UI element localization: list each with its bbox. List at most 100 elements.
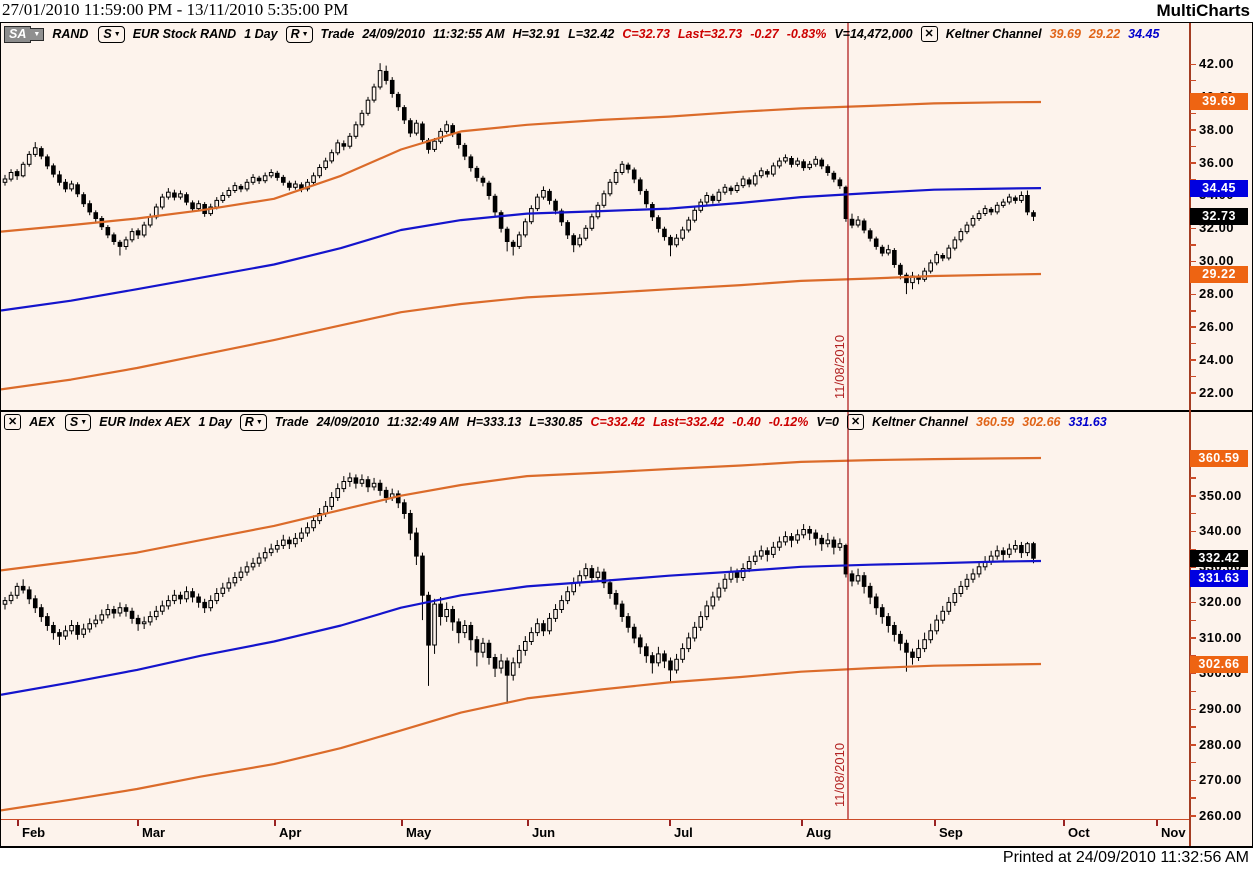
resolution-dropdown-button[interactable]: R ▼ (239, 413, 267, 431)
last-value: Last=332.42 (653, 415, 725, 429)
indicator-close-button[interactable]: ✕ (920, 26, 938, 42)
price-axis-label: 320.00 (1199, 594, 1242, 610)
price-axis-tick (1190, 530, 1196, 533)
price-axis-tick (1190, 359, 1196, 361)
month-label: Feb (22, 825, 46, 840)
price-axis-label: 260.00 (1199, 807, 1242, 823)
symbol-description: EUR Stock RAND (132, 27, 237, 41)
percent-change: -0.12% (768, 415, 809, 429)
time-axis[interactable]: Feb Mar Apr May Jun Jul Aug Sep Oct Nov (1, 819, 1189, 847)
symbol-window-badge[interactable]: SA (4, 25, 32, 43)
last-value: Last=32.73 (677, 27, 743, 41)
price-axis-minor-tick (1190, 145, 1196, 148)
price-badge: 332.42 (1190, 549, 1248, 567)
price-axis-tick (1190, 815, 1196, 817)
month-label: Sep (939, 825, 963, 840)
keltner-upper-value: 39.69 (1049, 27, 1081, 41)
month-tick (527, 820, 529, 826)
last-bar-time: 11:32:55 AM (432, 27, 505, 41)
price-axis-label: 350.00 (1199, 487, 1242, 503)
pane-divider[interactable] (1, 410, 1253, 412)
keltner-lower-value: 29.22 (1088, 27, 1121, 41)
keltner-middle-value: 331.63 (1068, 415, 1107, 429)
keltner-middle-line (1, 559, 1042, 696)
symbol-dropdown-button[interactable]: S ▼ (64, 413, 92, 431)
price-axis-tick (1190, 708, 1196, 711)
price-axis-tick (1190, 779, 1196, 782)
dropdown-arrow-icon: ▼ (301, 30, 309, 38)
price-axis-separator (1189, 23, 1191, 847)
month-label: May (406, 825, 432, 840)
price-axis-tick (1190, 63, 1196, 65)
month-tick (1063, 820, 1065, 826)
price-axis-minor-tick (1190, 342, 1196, 345)
month-tick (1156, 820, 1158, 826)
printed-at-label: Printed at 24/09/2010 11:32:56 AM (1002, 849, 1249, 866)
price-axis-minor-tick (1190, 178, 1196, 181)
price-axis-label: 22.00 (1199, 384, 1235, 400)
price-axis-minor-tick (1190, 548, 1196, 551)
price-axis[interactable]: 42.0040.0038.0036.0034.0032.0030.0028.00… (1189, 23, 1253, 847)
pane1-status-row: SA ▼ RAND S ▼ EUR Stock RAND 1 Day R ▼ Trade 24/09… (4, 25, 1159, 43)
symbol-name: RAND (52, 27, 89, 41)
price-badge: 302.66 (1190, 655, 1248, 673)
price-axis-tick (1190, 495, 1196, 497)
price-axis-minor-tick (1190, 375, 1196, 378)
symbol-description: EUR Index AEX (99, 415, 191, 429)
month-tick (669, 820, 671, 826)
price-axis-minor-tick (1190, 726, 1196, 728)
keltner-lower-line (1, 272, 1042, 391)
price-axis-minor-tick (1190, 690, 1196, 693)
price-badge: 39.69 (1190, 93, 1248, 111)
price-badge: 29.22 (1190, 265, 1248, 283)
price-badge: 32.73 (1190, 207, 1248, 225)
series-type-label: Trade (320, 27, 355, 41)
price-axis-minor-tick (1190, 310, 1196, 312)
series-type-label: Trade (274, 415, 309, 429)
month-tick (934, 820, 936, 826)
keltner-lower-value: 302.66 (1022, 415, 1061, 429)
resolution-dropdown-button[interactable]: R ▼ (285, 25, 313, 43)
price-axis-minor-tick (1190, 244, 1196, 246)
price-axis-tick (1190, 129, 1196, 131)
low-value: L=330.85 (529, 415, 583, 429)
indicator-close-button[interactable]: ✕ (846, 414, 865, 430)
symbol-window-dropdown[interactable]: ▼ (30, 27, 45, 41)
month-label: Jun (532, 825, 556, 840)
pane-svg-1[interactable]: 11/08/2010 (1, 23, 1189, 411)
footer-divider (0, 846, 1253, 848)
price-axis-label: 340.00 (1199, 523, 1242, 539)
price-axis-tick (1190, 566, 1196, 568)
price-axis-label: 270.00 (1199, 772, 1242, 788)
price-badge: 34.45 (1190, 179, 1248, 197)
keltner-lower-line (1, 662, 1042, 812)
month-tick (17, 820, 19, 826)
price-badge: 360.59 (1190, 449, 1248, 467)
price-axis-label: 26.00 (1199, 318, 1235, 334)
pane-svg-2[interactable]: 11/08/2010 (1, 411, 1189, 819)
symbol-dropdown-button[interactable]: S ▼ (98, 25, 125, 43)
month-label: Jul (674, 825, 693, 840)
net-change: -0.40 (732, 415, 761, 429)
month-tick (137, 820, 139, 826)
price-axis-label: 290.00 (1199, 701, 1242, 717)
symbol-name: AEX (29, 415, 55, 429)
last-bar-date: 24/09/2010 (362, 27, 425, 41)
last-bar-time: 11:32:49 AM (387, 415, 459, 429)
keltner-upper-line (1, 100, 1042, 233)
volume-value: V=14,472,000 (834, 27, 913, 41)
price-axis-minor-tick (1190, 79, 1196, 82)
pane-close-button[interactable]: ✕ (4, 414, 22, 430)
window-header: 27/01/2010 11:59:00 PM - 13/11/2010 5:35… (0, 0, 1253, 22)
last-bar-date: 24/09/2010 (316, 415, 380, 429)
month-label: Oct (1068, 825, 1090, 840)
price-axis-label: 280.00 (1199, 736, 1242, 752)
price-axis-tick (1190, 392, 1196, 394)
price-axis-label: 42.00 (1199, 56, 1235, 71)
month-label: Apr (279, 825, 302, 840)
app-title: MultiCharts (1156, 1, 1251, 20)
price-axis-minor-tick (1190, 619, 1196, 622)
price-axis-tick (1190, 162, 1196, 164)
price-axis-tick (1190, 227, 1196, 230)
